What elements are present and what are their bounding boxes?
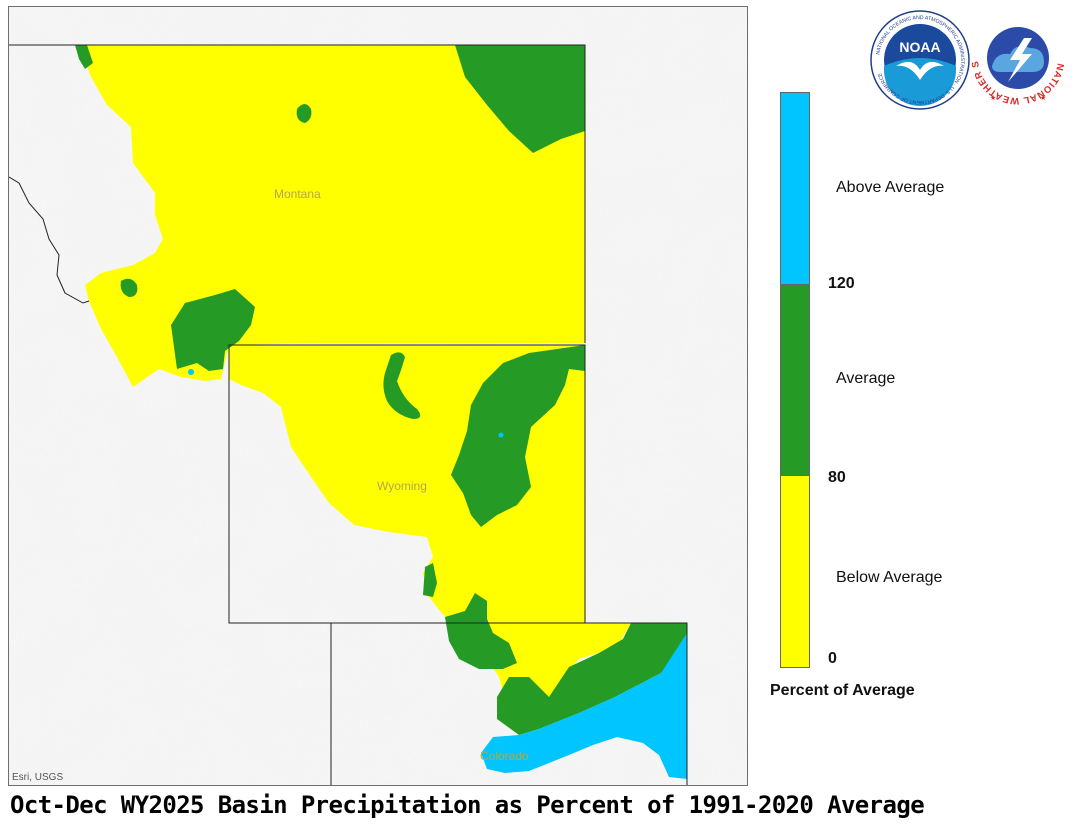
legend-break-120: 120 xyxy=(828,275,855,292)
legend-swatch-below xyxy=(780,475,810,668)
map-panel[interactable]: Montana Wyoming Colorado Esri, USGS xyxy=(8,6,748,786)
basin-map: Montana Wyoming Colorado xyxy=(9,7,747,785)
basin-above-average[interactable] xyxy=(481,633,687,779)
idaho-montana-border xyxy=(9,176,90,304)
state-boundaries xyxy=(9,44,688,785)
legend-swatch-above xyxy=(780,92,810,285)
basin-average[interactable] xyxy=(171,289,255,371)
legend-swatch-average xyxy=(780,284,810,476)
basin-below-average-wy[interactable] xyxy=(229,345,631,712)
legend-label-above: Above Average xyxy=(836,179,945,196)
basin-average[interactable] xyxy=(497,623,687,735)
basin-average[interactable] xyxy=(120,278,138,297)
state-label-colorado: Colorado xyxy=(480,749,529,763)
basin-average[interactable] xyxy=(445,593,517,669)
legend-label-below: Below Average xyxy=(836,569,943,586)
legend-break-80: 80 xyxy=(828,469,846,486)
basin-average[interactable] xyxy=(383,352,421,419)
montana-border xyxy=(9,44,586,343)
star-icon: ★ xyxy=(1040,94,1046,102)
basin-average[interactable] xyxy=(75,45,93,69)
legend-title: Percent of Average xyxy=(770,682,915,699)
basin-above-average-spot[interactable] xyxy=(498,432,504,438)
legend-break-0: 0 xyxy=(828,650,837,667)
basin-average[interactable] xyxy=(423,563,437,597)
basin-above-average-spot[interactable] xyxy=(188,369,194,375)
colorado-border xyxy=(585,622,688,785)
basin-average[interactable] xyxy=(451,327,585,527)
state-label-montana: Montana xyxy=(274,187,321,201)
star-icon: ★ xyxy=(990,94,996,102)
nws-logo[interactable]: NATIONAL WEATHER SERVICE ★ ★ xyxy=(970,8,1066,108)
noaa-logo[interactable]: NOAA NATIONAL OCEANIC AND ATMOSPHERIC AD… xyxy=(870,10,970,110)
map-attribution: Esri, USGS xyxy=(12,772,64,783)
state-label-wyoming: Wyoming xyxy=(377,479,427,493)
basin-average[interactable] xyxy=(296,104,312,123)
map-caption: Oct-Dec WY2025 Basin Precipitation as Pe… xyxy=(10,791,925,819)
noaa-logo-text: NOAA xyxy=(899,39,940,55)
legend-label-average: Average xyxy=(836,370,896,387)
basin-average[interactable] xyxy=(455,45,585,153)
